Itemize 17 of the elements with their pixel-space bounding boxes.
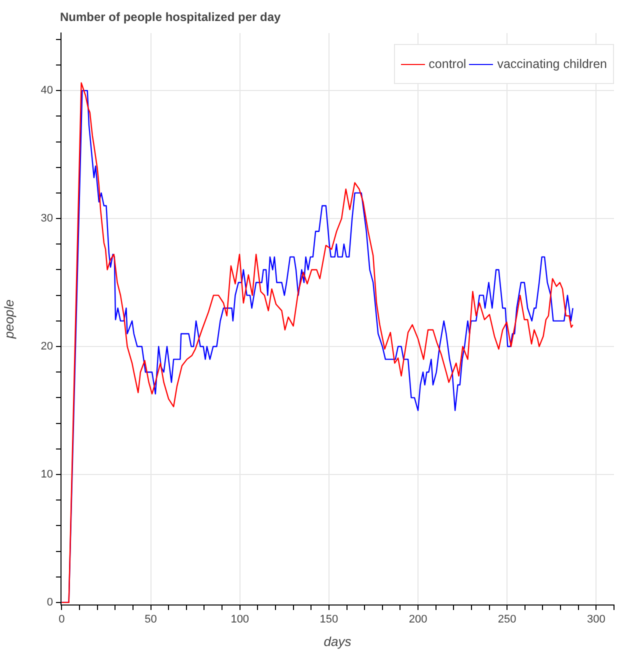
legend-label: control <box>428 57 466 71</box>
x-tick-label: 250 <box>498 614 516 626</box>
x-axis-title: days <box>324 634 352 649</box>
y-tick-label: 0 <box>46 596 53 608</box>
y-tick-label: 10 <box>40 468 53 481</box>
x-tick-label: 50 <box>144 614 157 626</box>
x-tick-label: 100 <box>230 614 250 626</box>
x-tick-label: 300 <box>587 614 606 626</box>
y-tick-label: 20 <box>40 340 53 353</box>
x-tick-label: 150 <box>320 614 338 626</box>
x-tick-label: 200 <box>408 614 428 626</box>
y-tick-label: 40 <box>40 84 53 97</box>
x-tick-label: 0 <box>58 614 65 626</box>
chart-title: Number of people hospitalized per day <box>60 10 281 24</box>
y-tick-label: 30 <box>40 212 53 225</box>
y-axis-title: people <box>1 299 16 340</box>
legend-label: vaccinating children <box>497 57 607 71</box>
